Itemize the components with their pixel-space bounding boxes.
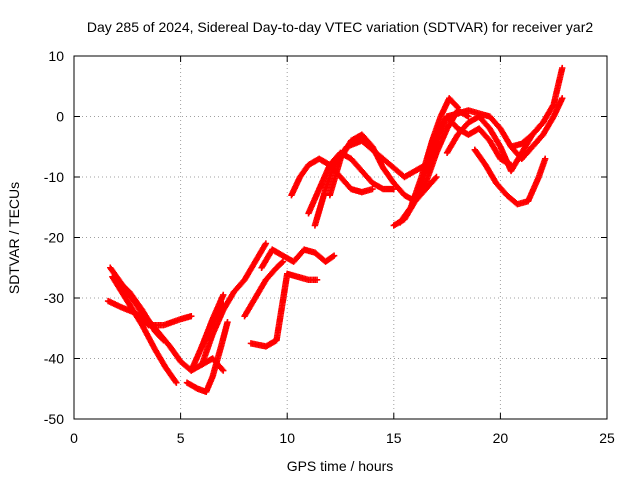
data-point	[369, 185, 376, 193]
y-tick-label: -20	[44, 230, 64, 246]
data-point	[313, 276, 321, 284]
series-track-3	[104, 297, 195, 329]
series-track-9	[247, 270, 321, 350]
series-track-5	[183, 319, 231, 395]
data-point	[220, 300, 227, 308]
data-point	[220, 291, 227, 299]
series-track-2	[109, 273, 180, 386]
data-point	[159, 336, 166, 343]
data-point	[173, 379, 180, 386]
series-track-1	[107, 264, 227, 374]
data-point	[160, 337, 167, 344]
series-track-7	[198, 240, 270, 368]
x-tick-label: 10	[279, 430, 295, 446]
x-tick-label: 25	[599, 430, 615, 446]
y-axis-label: SDTVAR / TECUs	[6, 182, 22, 294]
axis-ticks: 0 5 10 15 20 25 10 0 -10 -20 -30 -40 -50	[44, 48, 615, 446]
series-track-21	[471, 146, 549, 208]
y-tick-label: 0	[56, 109, 64, 125]
data-point	[432, 175, 439, 182]
data-point	[541, 155, 549, 163]
data-point	[224, 319, 231, 326]
grid-lines	[74, 56, 607, 419]
data-point	[465, 113, 472, 120]
data-point	[330, 252, 338, 259]
y-tick-label: -40	[44, 351, 64, 367]
data-point	[218, 366, 226, 373]
plot-frame	[73, 55, 608, 420]
data-point	[559, 64, 566, 72]
x-tick-label: 15	[386, 430, 402, 446]
data-point	[262, 240, 270, 247]
data-point	[220, 367, 227, 374]
data-point	[559, 95, 566, 102]
y-tick-label: -10	[44, 169, 64, 185]
data-point	[188, 312, 195, 320]
x-tick-label: 0	[70, 430, 78, 446]
series-track-16	[390, 107, 472, 229]
data-point	[454, 104, 461, 111]
series-track-12	[288, 155, 376, 199]
series-track-11	[258, 246, 338, 271]
data-point	[172, 378, 179, 385]
series-track-23	[518, 95, 566, 163]
data-point	[279, 258, 287, 265]
data-point	[278, 259, 286, 266]
x-tick-label: 20	[493, 430, 509, 446]
series-track-22	[507, 64, 566, 150]
x-axis-label: GPS time / hours	[287, 458, 394, 474]
series-track-4	[113, 276, 167, 344]
y-tick-label: -30	[44, 290, 64, 306]
data-point	[329, 253, 337, 260]
data-point	[433, 173, 440, 181]
series-track-8	[198, 300, 227, 350]
series-track-10	[241, 258, 287, 320]
y-tick-label: 10	[48, 48, 64, 64]
y-tick-label: -50	[44, 411, 64, 427]
chart-title: Day 285 of 2024, Sidereal Day-to-day VTE…	[87, 19, 593, 35]
x-tick-label: 5	[177, 430, 185, 446]
data-markers	[104, 64, 566, 395]
data-point	[453, 103, 460, 110]
